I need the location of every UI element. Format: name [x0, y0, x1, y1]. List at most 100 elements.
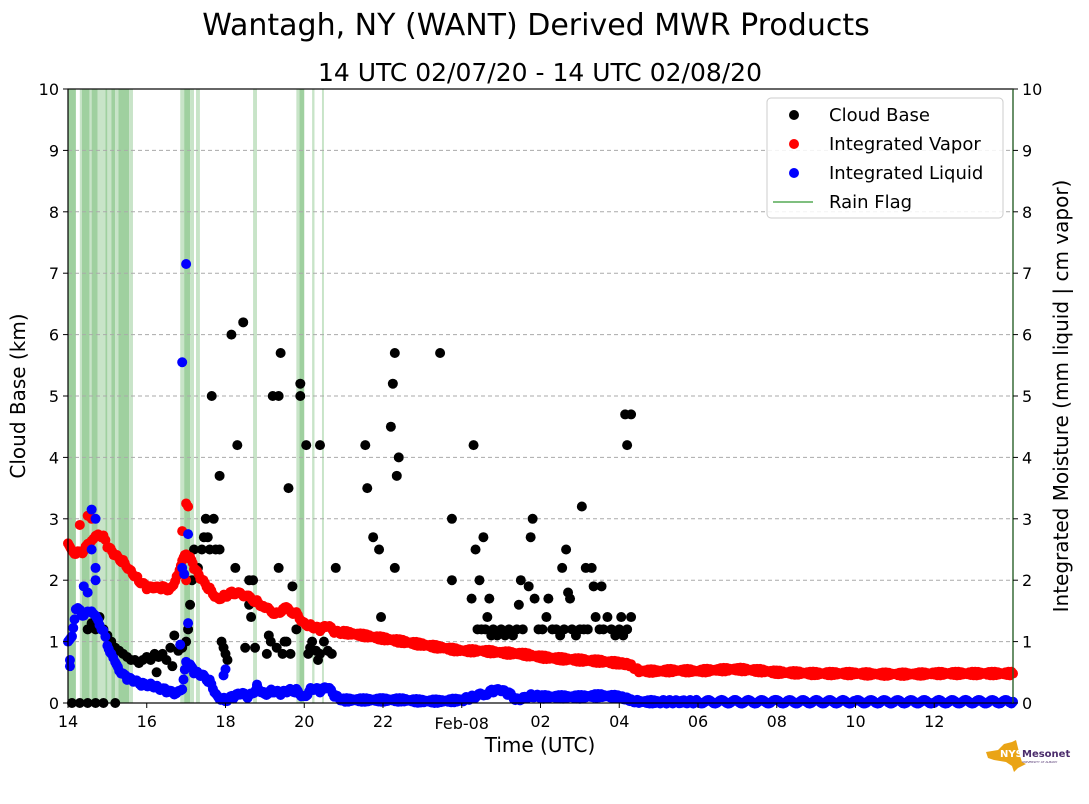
data-point	[470, 544, 481, 555]
data-point	[200, 513, 211, 524]
x-axis-ticks: 14 16 18 20 22 Feb-08 02 04 06 08 10 12	[58, 703, 944, 733]
data-point	[525, 532, 536, 543]
data-point	[565, 593, 576, 604]
data-point	[596, 581, 607, 592]
data-point	[230, 562, 241, 573]
data-point	[100, 631, 111, 642]
data-point	[393, 452, 404, 463]
data-point	[281, 636, 292, 647]
data-point	[214, 544, 225, 555]
data-point	[90, 513, 101, 524]
legend-marker	[789, 168, 799, 178]
data-point	[541, 612, 552, 623]
data-point	[318, 636, 329, 647]
data-point	[178, 674, 189, 685]
data-point	[527, 513, 538, 524]
data-point	[315, 648, 325, 659]
data-point	[206, 391, 217, 401]
data-point	[285, 648, 296, 659]
data-point	[275, 348, 286, 359]
data-point	[557, 562, 568, 573]
chart-title: Wantagh, NY (WANT) Derived MWR Products	[202, 8, 869, 43]
x-axis-label: Time (UTC)	[484, 733, 596, 757]
legend-label: Rain Flag	[829, 192, 912, 213]
y-tick-label: 5	[49, 387, 59, 406]
logo-nys-text: NYS	[1000, 749, 1023, 760]
data-point	[598, 624, 609, 635]
rain-flag-band	[107, 89, 112, 703]
data-point	[252, 679, 262, 690]
data-point	[177, 357, 188, 368]
y2-tick-label: 8	[1022, 203, 1032, 222]
data-point	[273, 562, 284, 573]
data-point	[626, 612, 637, 623]
data-point	[576, 501, 587, 512]
data-point	[202, 532, 213, 543]
data-point	[226, 329, 237, 340]
data-point	[214, 470, 225, 481]
x-tick-label: Feb-08	[435, 714, 489, 733]
data-point	[295, 378, 306, 389]
x-tick-label: 02	[530, 712, 550, 731]
data-point	[175, 639, 186, 650]
nys-mesonet-logo: NYS Mesonet UNIVERSITY AT ALBANY	[984, 738, 1076, 774]
x-tick-label: 18	[215, 712, 235, 731]
data-point	[169, 630, 180, 641]
y-tick-label: 7	[49, 264, 59, 283]
y-tick-label: 6	[49, 326, 59, 345]
x-tick-label: 22	[373, 712, 393, 731]
y-tick-label: 9	[49, 141, 59, 160]
y2-tick-label: 0	[1022, 694, 1032, 713]
data-point	[218, 670, 229, 681]
data-point	[283, 483, 294, 494]
data-point	[446, 575, 457, 586]
data-point	[622, 624, 633, 635]
legend-label: Integrated Liquid	[829, 163, 983, 184]
data-point	[376, 612, 387, 623]
data-point	[177, 684, 188, 695]
y2-tick-label: 2	[1022, 571, 1032, 590]
integrated-vapor-series	[63, 498, 1018, 681]
x-tick-label: 08	[767, 712, 787, 731]
rain-flag-band	[118, 89, 130, 703]
y2-axis-label: Integrated Moisture (mm liquid | cm vapo…	[1049, 180, 1073, 613]
data-point	[315, 440, 325, 451]
y2-tick-label: 5	[1022, 387, 1032, 406]
data-point	[389, 348, 400, 359]
data-point	[368, 532, 379, 543]
data-point	[183, 501, 194, 512]
legend-box	[766, 97, 1004, 219]
y-tick-label: 8	[49, 203, 59, 222]
data-point	[246, 612, 257, 623]
rain-flag-band	[79, 89, 82, 703]
data-point	[196, 544, 207, 555]
data-point	[232, 440, 243, 451]
data-point	[484, 593, 495, 604]
y-tick-label: 3	[49, 510, 59, 529]
data-point	[179, 569, 190, 580]
data-point	[389, 562, 400, 573]
y-tick-label: 4	[49, 448, 59, 467]
y2-tick-label: 1	[1022, 633, 1032, 652]
y2-tick-label: 10	[1022, 80, 1042, 99]
data-point	[362, 483, 373, 494]
logo-mesonet-text: Mesonet	[1022, 749, 1070, 760]
data-point	[435, 348, 446, 359]
data-point	[590, 612, 601, 623]
data-point	[513, 599, 524, 610]
data-point	[261, 648, 272, 659]
legend-marker	[789, 139, 799, 149]
data-point	[330, 562, 341, 573]
data-point	[466, 593, 477, 604]
data-point	[387, 378, 398, 389]
data-point	[273, 391, 284, 401]
data-point	[360, 440, 371, 451]
data-point	[82, 587, 93, 598]
data-point	[385, 421, 396, 432]
x-tick-label: 10	[845, 712, 865, 731]
data-point	[626, 409, 637, 420]
data-point	[69, 614, 80, 625]
y-tick-label: 1	[49, 633, 59, 652]
data-point	[287, 581, 298, 592]
y2-axis-ticks: 0 1 2 3 4 5 6 7 8 9 10	[1013, 80, 1042, 713]
